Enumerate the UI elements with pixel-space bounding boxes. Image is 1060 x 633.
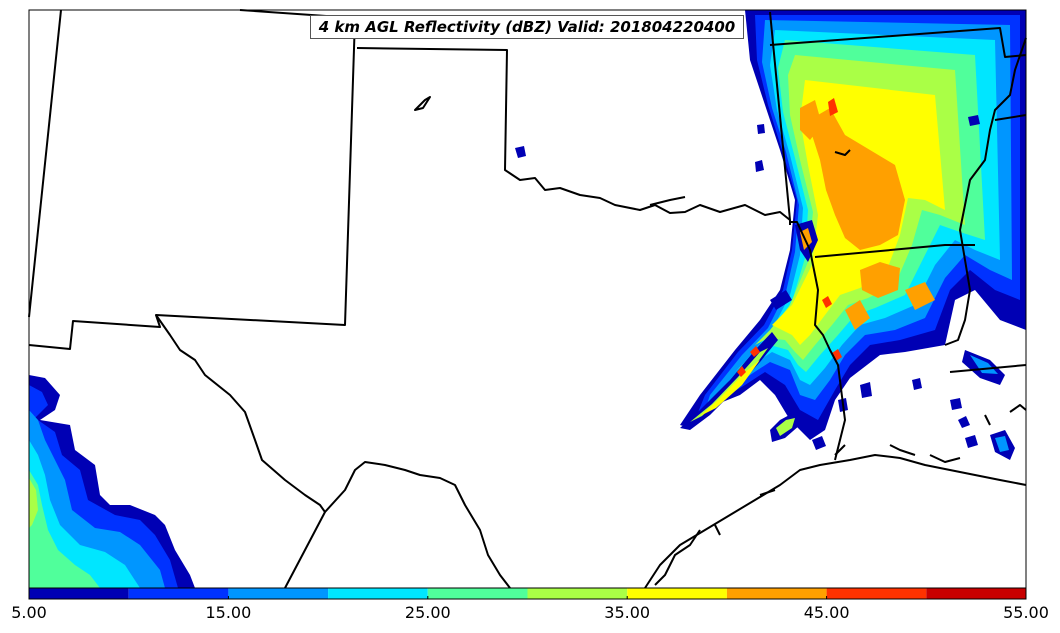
- boundary-texas-west: [155, 314, 326, 589]
- colorbar-tick-label: 15.00: [205, 603, 252, 622]
- colorbar-bin: [427, 588, 528, 599]
- colorbar-bin: [527, 588, 628, 599]
- colorbar: [28, 587, 1027, 600]
- colorbar-tick-label: 25.00: [404, 603, 451, 622]
- colorbar-bin: [726, 588, 827, 599]
- boundary-tennessee: [994, 114, 1027, 121]
- storm-complex-southwest: [29, 375, 195, 588]
- boundary-west-colorado: [28, 9, 62, 318]
- colorbar-bin: [826, 588, 927, 599]
- boundary-missouri-arkansas: [769, 27, 1027, 58]
- plot-frame: [28, 9, 1027, 589]
- boundary-gulf-coast: [644, 454, 1027, 589]
- colorbar-tick-label: 5.00: [11, 603, 47, 622]
- boundary-north-texas-oklahoma: [28, 9, 356, 350]
- map-title: 4 km AGL Reflectivity (dBZ) Valid: 20180…: [310, 15, 744, 39]
- colorbar-bin: [926, 588, 1026, 599]
- state-boundaries: [28, 9, 1027, 589]
- boundary-oklahoma-arkansas: [769, 11, 791, 221]
- colorbar-bin: [328, 588, 428, 599]
- storm-cells-far-east: [515, 115, 1015, 460]
- boundary-rio-grande: [324, 461, 511, 589]
- colorbar-tick-label: 45.00: [803, 603, 850, 622]
- colorbar-bin: [128, 588, 229, 599]
- boundary-arkansas-louisiana: [814, 244, 975, 258]
- colorbar-bin: [627, 588, 727, 599]
- radar-echoes: [29, 10, 1026, 588]
- colorbar-tick-label: 35.00: [604, 603, 651, 622]
- boundary-texas-louisiana: [790, 221, 846, 461]
- storm-line-east-texas: [680, 220, 826, 450]
- lake-texoma: [414, 96, 431, 111]
- boundary-mississippi-alabama: [949, 364, 1027, 373]
- coast-bay-detail: [654, 404, 1027, 586]
- bayou-lines: [649, 149, 851, 206]
- colorbar-bin: [29, 588, 129, 599]
- colorbar-bin: [228, 588, 329, 599]
- storm-complex-east: [680, 10, 1026, 440]
- boundary-mississippi-river: [944, 37, 1027, 346]
- colorbar-tick-label: 55.00: [1003, 603, 1049, 622]
- boundary-oklahoma-panhandle: [356, 47, 791, 225]
